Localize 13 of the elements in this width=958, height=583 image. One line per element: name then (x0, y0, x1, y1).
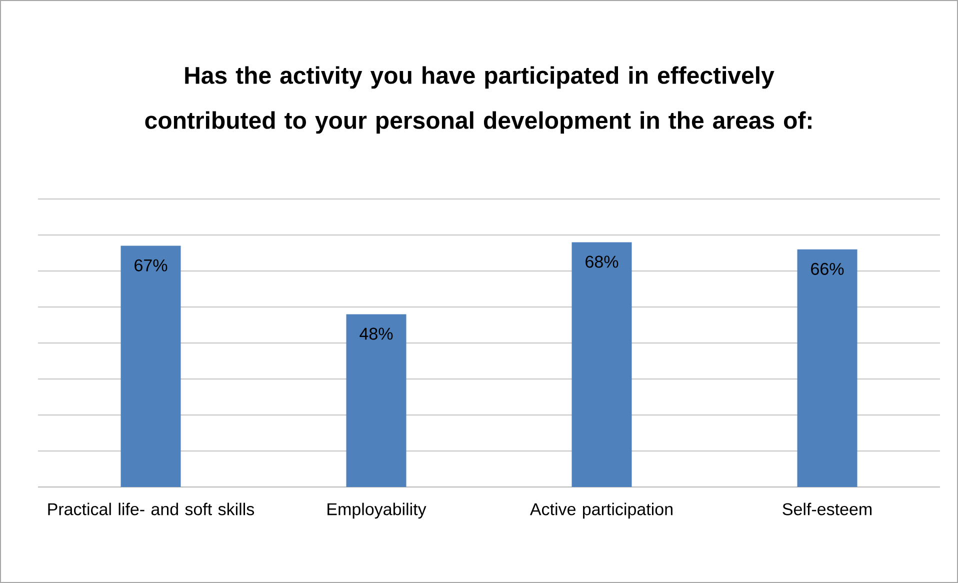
data-label: 66% (811, 262, 844, 275)
data-label: 48% (360, 328, 393, 340)
x-tick-label: Employability (328, 502, 426, 519)
data-label: 67% (134, 259, 168, 272)
x-tick-label: Practical life- and soft skills (48, 502, 254, 516)
chart-title: Has the activity you have participated in effectively contributed to your personal development in the areas of: (145, 66, 812, 134)
data-label: 68% (586, 256, 618, 268)
bar (346, 314, 406, 487)
x-tick-label: Self-esteem (782, 502, 872, 516)
bar (797, 249, 858, 487)
x-tick-label: Active participation (530, 502, 672, 519)
bar (572, 242, 632, 487)
bar (120, 246, 181, 487)
